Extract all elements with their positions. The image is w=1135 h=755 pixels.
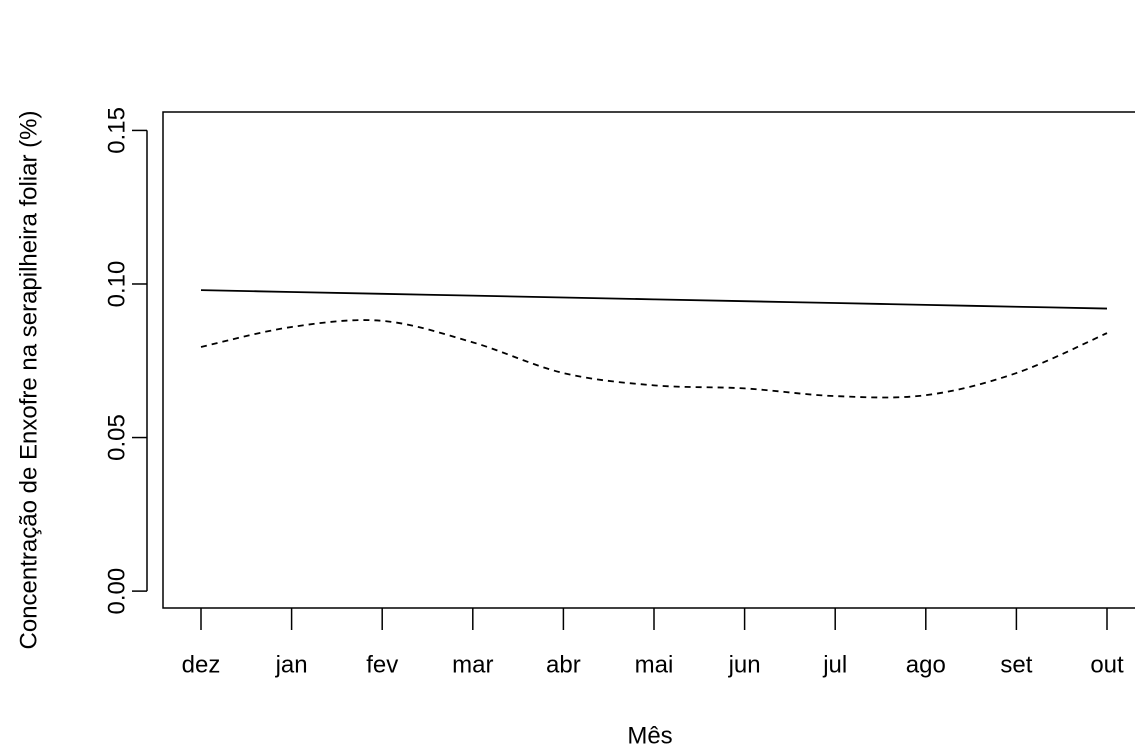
x-tick-label: abr [546, 651, 581, 678]
x-tick-label: set [1000, 651, 1032, 678]
x-tick-label: dez [182, 651, 221, 678]
y-tick-label: 0.05 [103, 414, 130, 461]
x-tick-label: fev [366, 651, 398, 678]
x-tick-label: out [1090, 651, 1124, 678]
x-tick-label: jan [275, 651, 308, 678]
x-tick-label: mar [452, 651, 493, 678]
x-tick-label: jun [728, 651, 761, 678]
plot-frame [162, 111, 1135, 609]
x-axis-title: Mês [627, 722, 672, 749]
y-tick-label: 0.15 [103, 107, 130, 154]
y-tick-label: 0.10 [103, 261, 130, 308]
y-axis-title: Concentração de Enxofre na serapilheira … [15, 111, 42, 650]
series-line [200, 289, 1108, 310]
x-tick-label: ago [906, 651, 946, 678]
x-tick-label: jul [822, 651, 847, 678]
x-tick-label: mai [635, 651, 674, 678]
series-line [200, 319, 1108, 399]
y-tick-label: 0.00 [103, 568, 130, 615]
